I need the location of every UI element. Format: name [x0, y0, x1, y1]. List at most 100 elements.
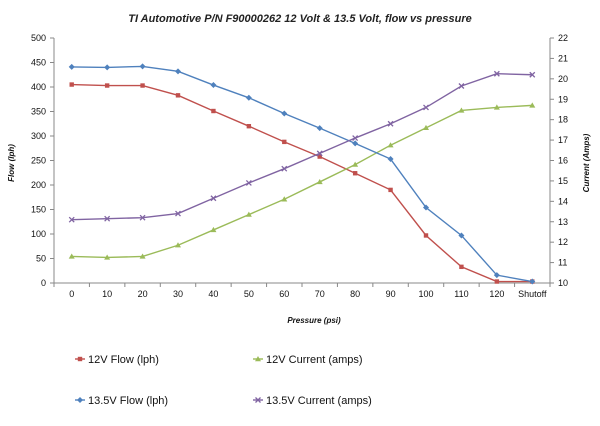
y-tick-label: 250: [31, 156, 46, 166]
data-point: [210, 226, 217, 233]
data-point: [352, 135, 359, 142]
axes: 0501001502002503003504004505001011121314…: [31, 33, 568, 299]
data-point: [529, 278, 536, 285]
legend-swatch-marker: [255, 397, 261, 403]
y2-tick-label: 20: [558, 74, 568, 84]
data-point: [281, 165, 288, 172]
x-tick-label: 100: [418, 289, 433, 299]
x-tick-label: 40: [208, 289, 218, 299]
x-axis-label: Pressure (psi): [287, 316, 341, 325]
data-point: [175, 68, 181, 75]
series-line: [71, 73, 533, 221]
y-tick-label: 400: [31, 82, 46, 92]
data-point: [317, 154, 322, 159]
data-point: [68, 253, 75, 259]
series-13-5v-flow-lph: [68, 63, 536, 285]
data-point: [387, 120, 394, 127]
y2-axis-label: Current (Amps): [582, 133, 591, 192]
data-point: [494, 279, 500, 284]
y2-tick-label: 15: [558, 176, 568, 186]
y2-tick-label: 16: [558, 156, 568, 166]
data-point: [68, 216, 75, 223]
y2-tick-label: 17: [558, 135, 568, 145]
data-point: [316, 125, 323, 132]
data-point: [245, 179, 252, 186]
data-point: [140, 83, 145, 88]
y2-tick-label: 22: [558, 33, 568, 43]
legend-label: 13.5V Flow (lph): [88, 395, 168, 407]
data-point: [281, 196, 288, 202]
y-tick-label: 450: [31, 58, 46, 68]
chart-title: TI Automotive P/N F90000262 12 Volt & 13…: [128, 13, 472, 25]
x-tick-label: 50: [244, 289, 254, 299]
data-point: [423, 233, 429, 238]
data-point: [245, 94, 252, 101]
data-point: [104, 64, 111, 71]
data-point: [139, 63, 146, 70]
y-tick-label: 50: [36, 254, 46, 264]
x-tick-label: Shutoff: [518, 289, 547, 299]
data-point: [281, 110, 288, 117]
y2-tick-label: 19: [558, 94, 568, 104]
y2-tick-label: 13: [558, 217, 568, 227]
x-tick-label: 0: [69, 289, 74, 299]
y-axis-label: Flow (lph): [7, 144, 16, 182]
x-tick-label: 90: [386, 289, 396, 299]
x-tick-label: 80: [350, 289, 360, 299]
data-point: [211, 108, 216, 114]
y-tick-label: 100: [31, 229, 46, 239]
data-point: [493, 104, 500, 110]
y-tick-label: 0: [41, 278, 46, 288]
data-point: [69, 82, 74, 87]
data-point: [175, 210, 181, 217]
legend-label: 13.5V Current (amps): [266, 395, 372, 407]
data-point: [104, 254, 111, 260]
y2-tick-label: 21: [558, 53, 568, 63]
y-tick-label: 500: [31, 33, 46, 43]
y-tick-label: 150: [31, 205, 46, 215]
legend-swatch-marker: [77, 397, 83, 403]
data-point: [529, 102, 536, 108]
series-12v-flow-lph: [69, 82, 535, 284]
data-point: [210, 82, 217, 89]
data-point: [139, 253, 146, 259]
data-point: [458, 232, 465, 239]
data-point: [423, 104, 429, 111]
x-tick-label: 110: [454, 289, 468, 299]
legend-item: 13.5V Current (amps): [253, 395, 372, 407]
x-tick-label: 20: [138, 289, 148, 299]
x-tick-label: 60: [279, 289, 289, 299]
y-tick-label: 300: [31, 131, 46, 141]
data-point: [459, 264, 464, 270]
x-tick-label: 120: [489, 289, 504, 299]
data-point: [458, 107, 465, 113]
series-layer: [68, 63, 536, 285]
series-line: [71, 65, 533, 283]
data-point: [316, 150, 323, 157]
data-point: [388, 187, 393, 193]
data-point: [458, 83, 465, 89]
data-point: [68, 63, 75, 70]
legend-label: 12V Flow (lph): [88, 354, 159, 366]
data-point: [352, 140, 359, 147]
y2-tick-label: 10: [558, 278, 568, 288]
data-point: [210, 195, 217, 202]
x-tick-label: 10: [102, 289, 112, 299]
series-13-5v-current-amps: [68, 70, 536, 223]
legend-item: 12V Flow (lph): [75, 354, 159, 366]
data-point: [529, 71, 536, 78]
data-point: [423, 124, 429, 131]
data-point: [352, 161, 359, 167]
data-point: [316, 178, 323, 185]
x-tick-label: 30: [173, 289, 183, 299]
data-point: [175, 242, 181, 248]
y-tick-label: 350: [31, 107, 46, 117]
y-tick-label: 200: [31, 180, 46, 190]
data-point: [175, 93, 181, 98]
y2-tick-label: 18: [558, 115, 568, 125]
data-point: [139, 214, 146, 221]
data-point: [104, 83, 110, 88]
series-line: [71, 104, 533, 259]
